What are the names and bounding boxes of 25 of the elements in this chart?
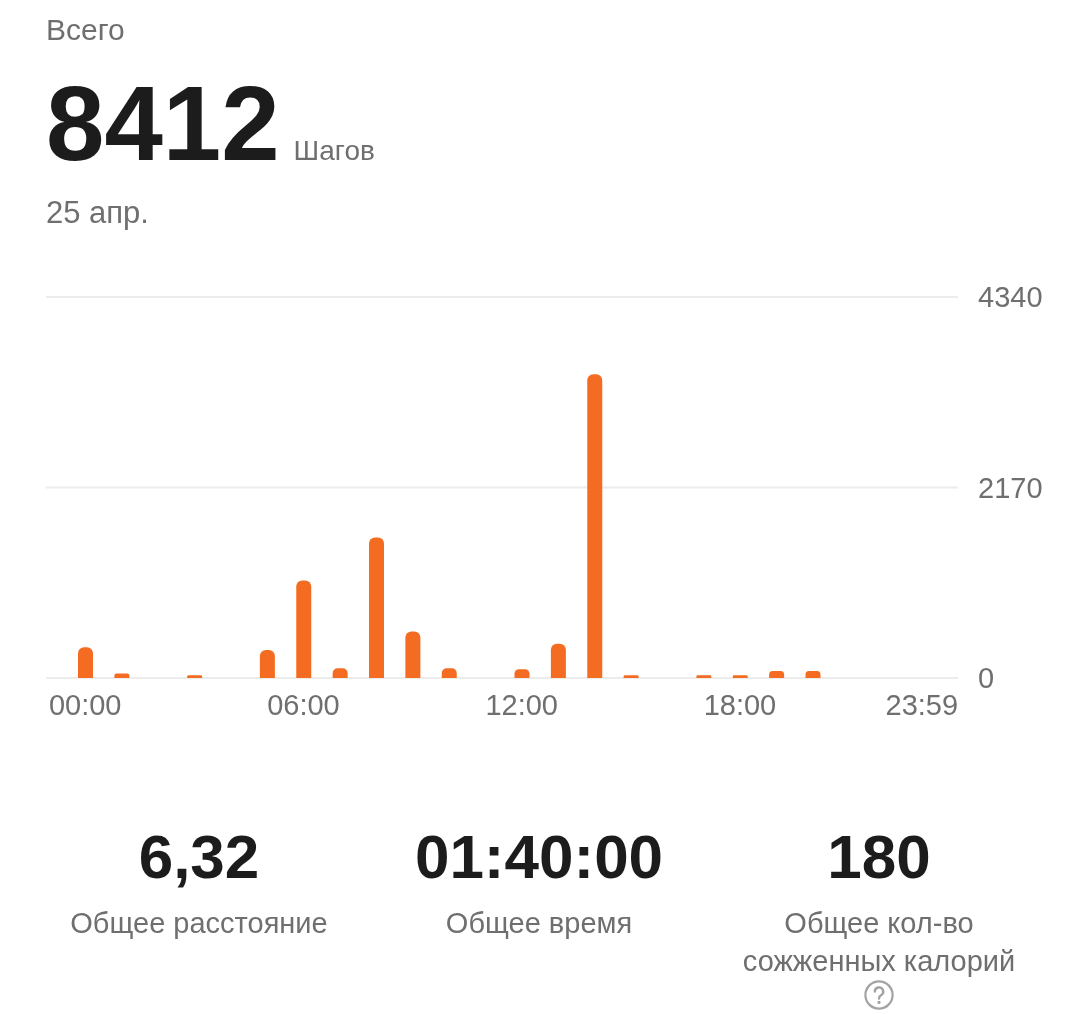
text: Общее расстояние xyxy=(69,906,329,941)
text: Общее кол-во сожженных калорий xyxy=(741,906,1017,979)
text: Общее время xyxy=(444,906,634,941)
y-tick-label: 4340 xyxy=(978,281,1043,314)
chart-title: Всего xyxy=(46,13,125,46)
text: 25 апр. xyxy=(46,195,149,230)
x-tick-label: 23:59 xyxy=(885,688,959,721)
x-tick-label: 00:00 xyxy=(48,688,122,721)
bar xyxy=(296,580,312,678)
bar xyxy=(259,649,275,678)
text: 8412 xyxy=(46,65,280,182)
text: 01:40:00 xyxy=(413,822,665,891)
text: 6,32 xyxy=(137,822,261,891)
x-tick-label: 06:00 xyxy=(267,688,340,721)
x-tick-label: 12:00 xyxy=(485,688,558,721)
y-tick-label: 2170 xyxy=(978,471,1043,504)
bar xyxy=(405,631,421,678)
y-tick-label: 0 xyxy=(978,662,995,695)
bar xyxy=(78,647,93,678)
text: Шагов xyxy=(293,135,375,166)
bar xyxy=(369,537,384,678)
bar xyxy=(587,374,603,678)
x-tick-label: 18:00 xyxy=(703,688,777,721)
text: 180 xyxy=(826,822,932,891)
bar xyxy=(550,643,566,678)
